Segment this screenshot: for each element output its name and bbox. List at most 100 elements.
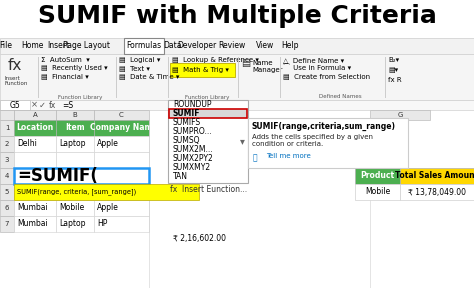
Text: Mobile: Mobile — [59, 204, 84, 213]
Text: fx R: fx R — [388, 77, 401, 83]
Bar — [0, 120, 14, 136]
Bar — [56, 120, 94, 136]
Text: SUMXMY2: SUMXMY2 — [173, 163, 211, 172]
Text: Mobile: Mobile — [365, 187, 390, 196]
Text: Name: Name — [252, 60, 273, 66]
Text: Help: Help — [281, 41, 299, 50]
Text: Insert: Insert — [47, 41, 69, 50]
Text: B: B — [73, 112, 77, 118]
Text: 2: 2 — [5, 141, 9, 147]
Text: Home: Home — [21, 41, 43, 50]
Bar — [56, 216, 94, 232]
Bar — [370, 110, 430, 120]
Text: SUMIFS: SUMIFS — [173, 118, 201, 127]
Text: Product: Product — [360, 171, 394, 181]
Text: ROUNDUP: ROUNDUP — [173, 100, 211, 109]
Text: Laptop: Laptop — [59, 219, 85, 228]
Text: SUMX2M...: SUMX2M... — [173, 145, 214, 154]
Bar — [400, 184, 474, 200]
Bar — [94, 152, 149, 168]
Text: 5: 5 — [5, 189, 9, 195]
Bar — [124, 38, 164, 54]
Text: ⓘ: ⓘ — [253, 153, 258, 162]
Text: Function Library: Function Library — [58, 94, 102, 99]
Bar — [0, 200, 14, 216]
Bar — [0, 184, 14, 200]
Text: ▤  Lookup & Reference ▾: ▤ Lookup & Reference ▾ — [172, 57, 259, 63]
Text: Mumbai: Mumbai — [17, 219, 48, 228]
Bar — [0, 136, 14, 152]
Bar — [355, 184, 400, 200]
Bar — [0, 152, 14, 168]
Text: Review: Review — [219, 41, 246, 50]
Text: TAN: TAN — [173, 172, 188, 181]
Bar — [56, 136, 94, 152]
Bar — [248, 118, 408, 168]
Bar — [0, 100, 474, 110]
Bar — [400, 168, 474, 184]
Bar — [94, 200, 149, 216]
Text: 7: 7 — [5, 221, 9, 227]
Text: ▤▾: ▤▾ — [388, 67, 398, 73]
Text: Apple: Apple — [97, 139, 119, 149]
Text: Σ  AutoSum  ▾: Σ AutoSum ▾ — [41, 57, 90, 63]
Text: fx: fx — [48, 101, 55, 109]
Text: HP: HP — [97, 219, 108, 228]
Text: 6: 6 — [5, 205, 9, 211]
Text: ▾: ▾ — [239, 137, 245, 147]
Text: ▤  Logical ▾: ▤ Logical ▾ — [119, 57, 160, 63]
Bar — [94, 120, 149, 136]
Bar — [94, 110, 149, 120]
Text: 3: 3 — [5, 157, 9, 163]
Text: Tell me more: Tell me more — [266, 153, 311, 159]
Text: Insert
Function: Insert Function — [5, 76, 28, 86]
Bar — [170, 63, 235, 77]
Text: Location: Location — [17, 124, 54, 132]
Bar — [0, 38, 474, 54]
Bar — [14, 184, 199, 200]
Text: ₹ 13,78,049.00: ₹ 13,78,049.00 — [408, 187, 466, 196]
Bar — [56, 110, 94, 120]
Bar — [14, 110, 56, 120]
Text: 1: 1 — [5, 125, 9, 131]
Text: Delhi: Delhi — [17, 139, 37, 149]
Text: △  Define Name ▾: △ Define Name ▾ — [283, 57, 344, 63]
Text: Defined Names: Defined Names — [319, 94, 361, 99]
Bar — [0, 54, 474, 100]
Bar — [0, 100, 30, 110]
Text: =S: =S — [62, 101, 73, 109]
Text: Mumbai: Mumbai — [17, 204, 48, 213]
Text: Manager: Manager — [252, 67, 283, 73]
Bar — [14, 168, 149, 184]
Bar — [56, 152, 94, 168]
Text: ⁀  Use in Formula ▾: ⁀ Use in Formula ▾ — [283, 65, 351, 71]
Text: ▤  Math & Trig ▾: ▤ Math & Trig ▾ — [172, 67, 229, 73]
Bar — [0, 216, 14, 232]
Bar — [14, 152, 56, 168]
Bar — [168, 100, 248, 183]
Text: Laptop: Laptop — [59, 139, 85, 149]
Bar — [14, 136, 56, 152]
Text: ✓: ✓ — [38, 101, 46, 109]
Text: ▤  Create from Selection: ▤ Create from Selection — [283, 73, 370, 79]
Text: Page Layout: Page Layout — [64, 41, 110, 50]
Bar — [0, 110, 14, 120]
Bar — [56, 200, 94, 216]
Bar — [0, 0, 474, 38]
Text: ▤  Text ▾: ▤ Text ▾ — [119, 65, 150, 71]
Text: fx: fx — [8, 58, 22, 73]
Text: SUMIF with Multiple Criteria: SUMIF with Multiple Criteria — [37, 4, 437, 28]
Bar — [94, 216, 149, 232]
Text: G5: G5 — [9, 101, 20, 109]
Text: Apple: Apple — [97, 204, 119, 213]
Text: File: File — [0, 41, 12, 50]
Text: B₂▾: B₂▾ — [388, 57, 399, 63]
Text: Developer: Developer — [177, 41, 217, 50]
Text: fx  Insert Eunction...: fx Insert Eunction... — [170, 185, 247, 194]
Text: SUMIF(range, criteria, [sum_range]): SUMIF(range, criteria, [sum_range]) — [17, 189, 136, 195]
Text: Total Sales Amount: Total Sales Amount — [395, 171, 474, 181]
Text: ▤  Financial ▾: ▤ Financial ▾ — [41, 73, 89, 79]
Text: ▤: ▤ — [241, 58, 250, 68]
Text: 4: 4 — [5, 173, 9, 179]
Text: =SUMIF(: =SUMIF( — [17, 167, 98, 185]
